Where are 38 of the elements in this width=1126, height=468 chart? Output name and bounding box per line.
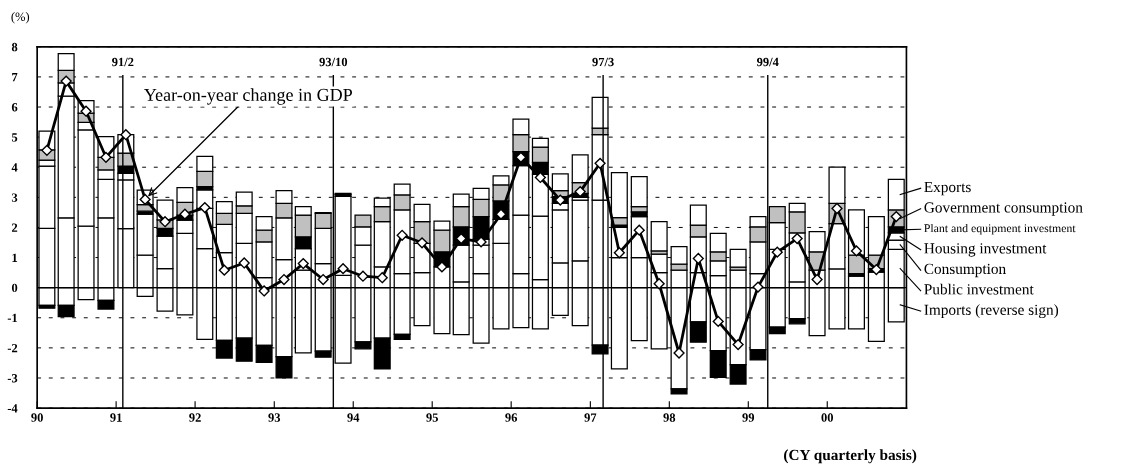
y-tick-label: 0 [11,283,18,293]
x-tick-label: 99 [742,413,755,422]
y-tick-label: 1 [12,253,18,262]
x-tick-label: 98 [663,413,676,422]
x-tick-label: 95 [426,413,438,422]
y-tick-label: 5 [11,133,18,142]
y-axis-title: (%) [11,12,30,24]
y-tick-label: 6 [11,103,18,112]
y-tick-label: 2 [11,223,18,232]
x-tick-label: 91 [110,413,122,422]
y-tick-label: 8 [11,42,18,52]
legend-label: Imports (reverse sign) [924,304,1059,319]
y-tick-label: 3 [11,193,18,202]
y-tick-label: 7 [12,73,18,82]
series-label: Year-on-year change in GDP [144,88,353,105]
legend-label: Government consumption [924,202,1083,216]
x-tick-label: 90 [31,413,43,422]
x-tick-label: 00 [821,413,834,422]
x-tick-label: 92 [189,413,201,422]
y-tick-label: -2 [7,343,18,353]
ref-line-label: 99/4 [756,57,779,67]
y-tick-label: -3 [7,374,18,383]
ref-line-label: 91/2 [112,57,134,67]
x-axis-title: (CY quarterly basis) [784,449,917,464]
x-tick-label: 93 [268,413,281,422]
x-tick-label: 97 [584,413,597,422]
legend-label: Housing investment [924,243,1047,257]
series-label: Consumption [924,263,1006,278]
legend-label: Plant and equipment investment [924,223,1076,235]
legend-label: Public investment [924,283,1034,295]
legend-label: Exports [924,181,971,196]
y-tick-label: 4 [11,163,18,172]
y-tick-label: -1 [7,313,18,323]
ref-line-label: 93/10 [319,57,348,67]
y-tick-label: -4 [7,404,18,413]
x-tick-label: 94 [347,413,360,422]
ref-line-label: 97/3 [592,57,614,67]
x-tick-label: 96 [505,413,518,422]
